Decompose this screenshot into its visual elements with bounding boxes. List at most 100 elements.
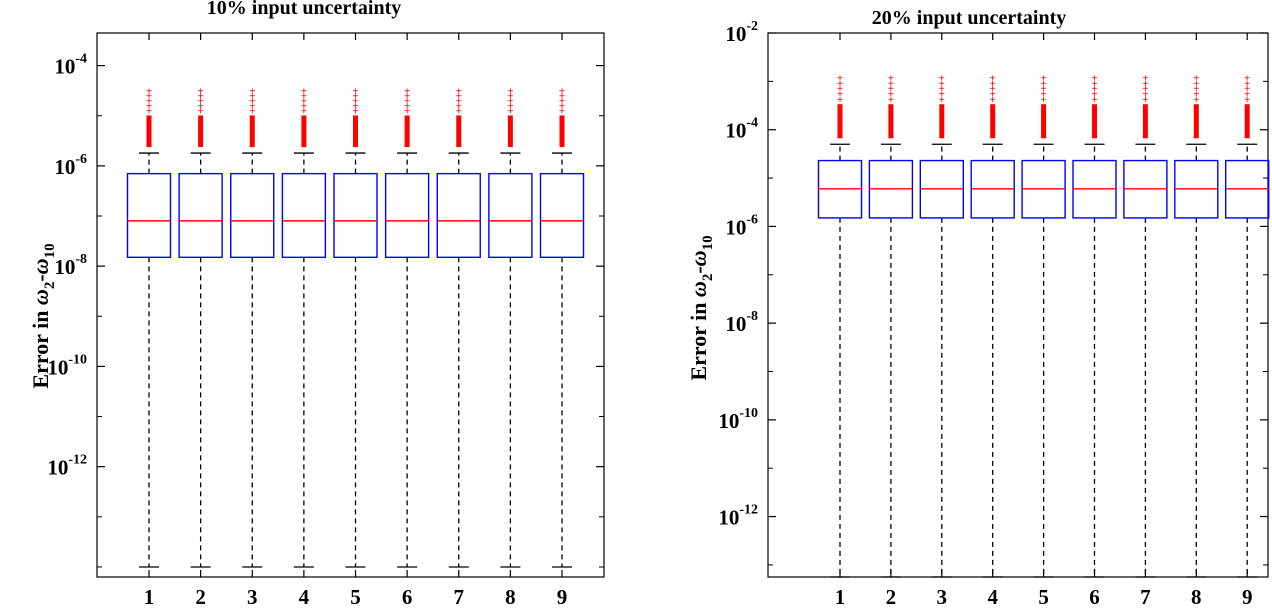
y-axis-label-symbol: ω bbox=[28, 289, 53, 305]
outlier-point: + bbox=[1040, 89, 1046, 101]
iqr-box bbox=[333, 172, 378, 259]
outlier-cluster bbox=[353, 115, 358, 148]
outlier-cluster bbox=[1041, 104, 1047, 139]
x-tick-label: 1 bbox=[835, 585, 846, 609]
box-8: 8+++++ bbox=[1174, 33, 1219, 609]
outlier-point: + bbox=[507, 90, 513, 102]
chart-title: 10% input uncertainty bbox=[207, 0, 401, 19]
y-axis-label-sub1: 2 bbox=[42, 282, 58, 290]
outlier-point: + bbox=[456, 100, 462, 112]
box-7: 7+++++ bbox=[436, 33, 481, 609]
y-axis-label-sub1: 2 bbox=[700, 274, 716, 282]
outlier-point: + bbox=[197, 95, 203, 107]
outlier-cluster bbox=[990, 104, 996, 139]
y-tick-label: 10-12 bbox=[718, 503, 758, 530]
svg-text:Error in ω2-ω10: Error in ω2-ω10 bbox=[28, 243, 58, 388]
box-6: 6+++++ bbox=[1072, 33, 1117, 609]
outlier-point: + bbox=[559, 90, 565, 102]
outlier-point: + bbox=[990, 94, 996, 106]
x-tick-label: 3 bbox=[247, 585, 258, 609]
y-tick-label: 10-8 bbox=[725, 309, 758, 336]
outlier-point: + bbox=[939, 83, 945, 95]
iqr-box bbox=[178, 172, 223, 259]
iqr-box bbox=[281, 172, 327, 259]
iqr-box bbox=[126, 172, 172, 259]
outlier-point: + bbox=[249, 105, 255, 117]
outlier-point: + bbox=[456, 90, 462, 102]
box-5: 5+++++ bbox=[333, 33, 378, 609]
outlier-point: + bbox=[507, 100, 513, 112]
outlier-point: + bbox=[1040, 83, 1046, 95]
y-tick-exponent: -10 bbox=[68, 352, 87, 367]
outlier-point: + bbox=[197, 85, 203, 97]
outlier-point: + bbox=[146, 105, 152, 117]
outlier-point: + bbox=[352, 100, 358, 112]
x-tick-label: 2 bbox=[195, 585, 206, 609]
y-axis-label-symbol-2: ω bbox=[686, 250, 711, 266]
y-tick-label: 10-4 bbox=[725, 116, 758, 143]
y-tick-label: 10-10 bbox=[47, 352, 87, 379]
outlier-cluster bbox=[146, 115, 152, 148]
outlier-point: + bbox=[1091, 83, 1097, 95]
outlier-point: + bbox=[404, 100, 410, 112]
outlier-point: + bbox=[1244, 94, 1250, 106]
outlier-point: + bbox=[249, 90, 255, 102]
plot-area: 10-1210-1010-810-610-41+++++2+++++3+++++… bbox=[47, 32, 605, 609]
y-tick-label: 10-6 bbox=[725, 212, 758, 239]
outlier-point: + bbox=[1244, 78, 1250, 90]
outlier-point: + bbox=[1142, 94, 1148, 106]
box-9: 9+++++ bbox=[539, 33, 585, 609]
outlier-cluster bbox=[1244, 104, 1250, 139]
axes-frame bbox=[96, 32, 605, 578]
outlier-cluster bbox=[456, 115, 462, 148]
x-tick-label: 6 bbox=[402, 585, 413, 609]
outlier-point: + bbox=[1142, 78, 1148, 90]
y-tick-exponent: -8 bbox=[746, 309, 758, 324]
outlier-point: + bbox=[352, 90, 358, 102]
y-axis-label-symbol-2: ω bbox=[28, 258, 53, 274]
outlier-point: + bbox=[1193, 89, 1199, 101]
y-axis-label: Error in ω2-ω10 bbox=[28, 243, 58, 388]
outlier-point: + bbox=[352, 95, 358, 107]
outlier-point: + bbox=[456, 105, 462, 117]
outlier-point: + bbox=[837, 83, 843, 95]
y-axis-label: Error in ω2-ω10 bbox=[686, 235, 716, 380]
outlier-point: + bbox=[507, 95, 513, 107]
chart-panel-2: 20% input uncertainty Error in ω2-ω10 10… bbox=[686, 7, 1270, 609]
outlier-point: + bbox=[507, 105, 513, 117]
outlier-point: + bbox=[249, 95, 255, 107]
outlier-cluster bbox=[559, 115, 565, 148]
outlier-point: + bbox=[1142, 83, 1148, 95]
outlier-point: + bbox=[197, 90, 203, 102]
x-tick-label: 2 bbox=[886, 585, 897, 609]
outlier-point: + bbox=[990, 83, 996, 95]
box-8: 8+++++ bbox=[488, 33, 533, 609]
outlier-point: + bbox=[559, 100, 565, 112]
outlier-point: + bbox=[1040, 73, 1046, 85]
x-tick-label: 6 bbox=[1089, 585, 1100, 609]
y-tick-label: 10-12 bbox=[47, 453, 87, 480]
outlier-cluster bbox=[939, 104, 945, 139]
y-axis-label-sub2: 10 bbox=[700, 235, 716, 250]
outlier-point: + bbox=[888, 94, 894, 106]
box-6: 6+++++ bbox=[384, 33, 430, 609]
outlier-point: + bbox=[352, 105, 358, 117]
outlier-point: + bbox=[404, 105, 410, 117]
outlier-point: + bbox=[301, 90, 307, 102]
y-tick-label: 10-4 bbox=[54, 52, 87, 79]
outlier-point: + bbox=[939, 94, 945, 106]
outlier-point: + bbox=[301, 105, 307, 117]
y-tick-label: 10-10 bbox=[718, 406, 758, 433]
outlier-point: + bbox=[1193, 83, 1199, 95]
outlier-point: + bbox=[990, 73, 996, 85]
x-tick-label: 7 bbox=[454, 585, 465, 609]
outlier-point: + bbox=[939, 89, 945, 101]
y-tick-label: 10-6 bbox=[54, 152, 87, 179]
y-tick-exponent: -6 bbox=[746, 212, 758, 227]
iqr-box bbox=[230, 172, 275, 259]
x-tick-label: 8 bbox=[1191, 585, 1202, 609]
outlier-cluster bbox=[249, 115, 255, 148]
box-9: 9+++++ bbox=[1224, 33, 1270, 609]
y-axis-label-dash: - bbox=[28, 274, 53, 281]
iqr-box bbox=[488, 172, 533, 259]
